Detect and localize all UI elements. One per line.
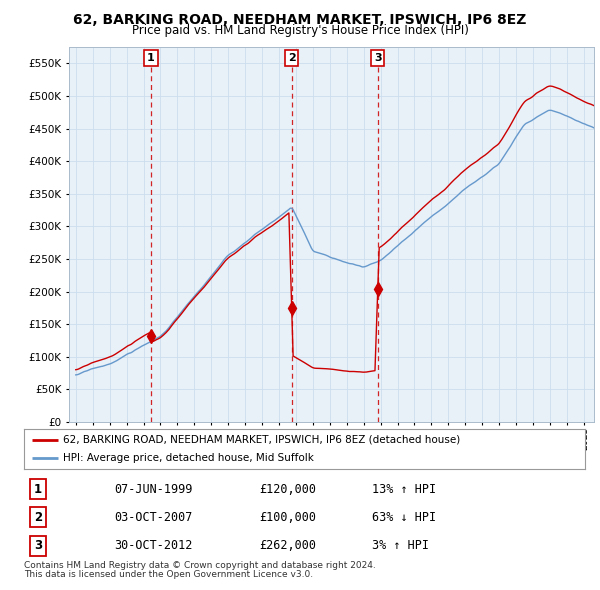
Text: £262,000: £262,000 [260,539,317,552]
Text: 62, BARKING ROAD, NEEDHAM MARKET, IPSWICH, IP6 8EZ: 62, BARKING ROAD, NEEDHAM MARKET, IPSWIC… [73,13,527,27]
Text: 07-JUN-1999: 07-JUN-1999 [114,483,192,496]
Text: This data is licensed under the Open Government Licence v3.0.: This data is licensed under the Open Gov… [24,570,313,579]
Text: 03-OCT-2007: 03-OCT-2007 [114,511,192,524]
Text: 30-OCT-2012: 30-OCT-2012 [114,539,192,552]
Text: 63% ↓ HPI: 63% ↓ HPI [372,511,436,524]
Text: 13% ↑ HPI: 13% ↑ HPI [372,483,436,496]
Text: 3: 3 [34,539,42,552]
Text: Price paid vs. HM Land Registry's House Price Index (HPI): Price paid vs. HM Land Registry's House … [131,24,469,37]
Text: £120,000: £120,000 [260,483,317,496]
Text: 62, BARKING ROAD, NEEDHAM MARKET, IPSWICH, IP6 8EZ (detached house): 62, BARKING ROAD, NEEDHAM MARKET, IPSWIC… [63,435,461,445]
Text: 1: 1 [147,53,155,63]
Text: 2: 2 [34,511,42,524]
Text: 3: 3 [374,53,382,63]
Text: Contains HM Land Registry data © Crown copyright and database right 2024.: Contains HM Land Registry data © Crown c… [24,560,376,569]
Text: 2: 2 [288,53,296,63]
Text: £100,000: £100,000 [260,511,317,524]
Text: 1: 1 [34,483,42,496]
Text: 3% ↑ HPI: 3% ↑ HPI [372,539,429,552]
Text: HPI: Average price, detached house, Mid Suffolk: HPI: Average price, detached house, Mid … [63,453,314,463]
